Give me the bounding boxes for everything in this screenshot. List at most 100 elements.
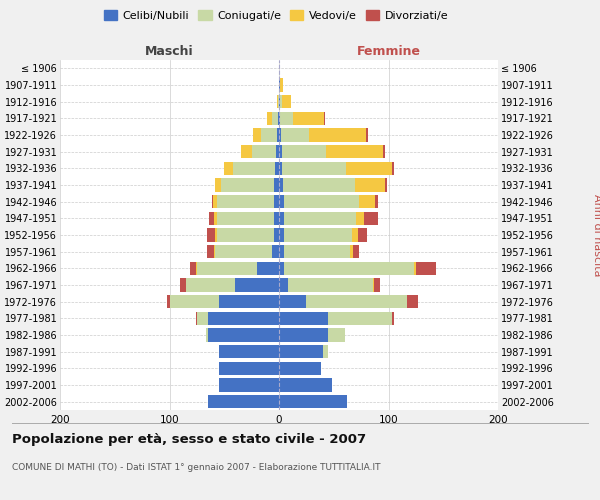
Bar [284, 195, 359, 208]
Bar [323, 345, 328, 358]
Bar [233, 162, 275, 175]
Bar [328, 328, 344, 342]
Bar [373, 278, 374, 291]
Bar [281, 128, 308, 141]
Bar [355, 178, 385, 192]
Bar [167, 295, 170, 308]
Bar [277, 95, 278, 108]
Bar [352, 228, 358, 241]
Bar [279, 312, 328, 325]
Text: COMUNE DI MATHI (TO) - Dati ISTAT 1° gennaio 2007 - Elaborazione TUTTITALIA.IT: COMUNE DI MATHI (TO) - Dati ISTAT 1° gen… [12, 462, 380, 471]
Bar [267, 112, 272, 125]
Bar [279, 145, 282, 158]
Bar [279, 345, 323, 358]
Bar [282, 145, 326, 158]
Bar [353, 245, 359, 258]
Bar [253, 128, 262, 141]
Bar [207, 228, 215, 241]
Bar [217, 195, 274, 208]
Bar [196, 312, 197, 325]
Bar [219, 295, 279, 308]
Bar [307, 295, 407, 308]
Text: Anni di nascita: Anni di nascita [592, 194, 600, 276]
Bar [324, 112, 325, 125]
Bar [284, 212, 356, 225]
Bar [209, 212, 214, 225]
Bar [374, 278, 380, 291]
Bar [279, 245, 284, 258]
Bar [276, 145, 279, 158]
Legend: Celibi/Nubili, Coniugati/e, Vedovi/e, Divorziati/e: Celibi/Nubili, Coniugati/e, Vedovi/e, Di… [101, 8, 451, 23]
Bar [280, 78, 283, 92]
Bar [413, 262, 416, 275]
Bar [279, 162, 282, 175]
Bar [190, 262, 196, 275]
Bar [241, 145, 251, 158]
Bar [385, 178, 388, 192]
Bar [284, 262, 413, 275]
Bar [214, 212, 217, 225]
Bar [217, 212, 274, 225]
Bar [186, 278, 235, 291]
Text: Maschi: Maschi [145, 46, 194, 59]
Bar [277, 128, 279, 141]
Bar [219, 378, 279, 392]
Bar [279, 328, 328, 342]
Bar [365, 128, 368, 141]
Bar [346, 162, 392, 175]
Bar [280, 95, 282, 108]
Bar [279, 278, 288, 291]
Bar [170, 295, 219, 308]
Bar [219, 345, 279, 358]
Bar [197, 312, 208, 325]
Bar [279, 78, 280, 92]
Bar [272, 245, 279, 258]
Bar [274, 178, 279, 192]
Bar [279, 178, 283, 192]
Bar [257, 262, 279, 275]
Bar [284, 245, 350, 258]
Text: Popolazione per età, sesso e stato civile - 2007: Popolazione per età, sesso e stato civil… [12, 432, 366, 446]
Bar [215, 178, 221, 192]
Bar [217, 228, 274, 241]
Bar [279, 378, 332, 392]
Bar [280, 112, 293, 125]
Bar [208, 312, 279, 325]
Bar [212, 195, 214, 208]
Bar [221, 178, 274, 192]
Bar [181, 278, 186, 291]
Bar [274, 212, 279, 225]
Bar [283, 178, 355, 192]
Bar [279, 295, 307, 308]
Bar [326, 145, 383, 158]
Bar [208, 328, 279, 342]
Bar [215, 245, 272, 258]
Bar [376, 195, 377, 208]
Bar [235, 278, 279, 291]
Bar [392, 312, 394, 325]
Bar [282, 95, 291, 108]
Bar [274, 228, 279, 241]
Bar [197, 262, 257, 275]
Bar [359, 195, 376, 208]
Bar [206, 328, 208, 342]
Bar [293, 112, 324, 125]
Bar [279, 195, 284, 208]
Bar [208, 395, 279, 408]
Bar [219, 362, 279, 375]
Bar [278, 95, 279, 108]
Bar [407, 295, 418, 308]
Bar [383, 145, 385, 158]
Bar [274, 195, 279, 208]
Bar [279, 362, 320, 375]
Bar [350, 245, 353, 258]
Bar [364, 212, 377, 225]
Bar [279, 128, 281, 141]
Bar [358, 228, 367, 241]
Bar [279, 262, 284, 275]
Bar [279, 212, 284, 225]
Bar [215, 228, 217, 241]
Bar [288, 278, 373, 291]
Bar [308, 128, 365, 141]
Bar [214, 245, 215, 258]
